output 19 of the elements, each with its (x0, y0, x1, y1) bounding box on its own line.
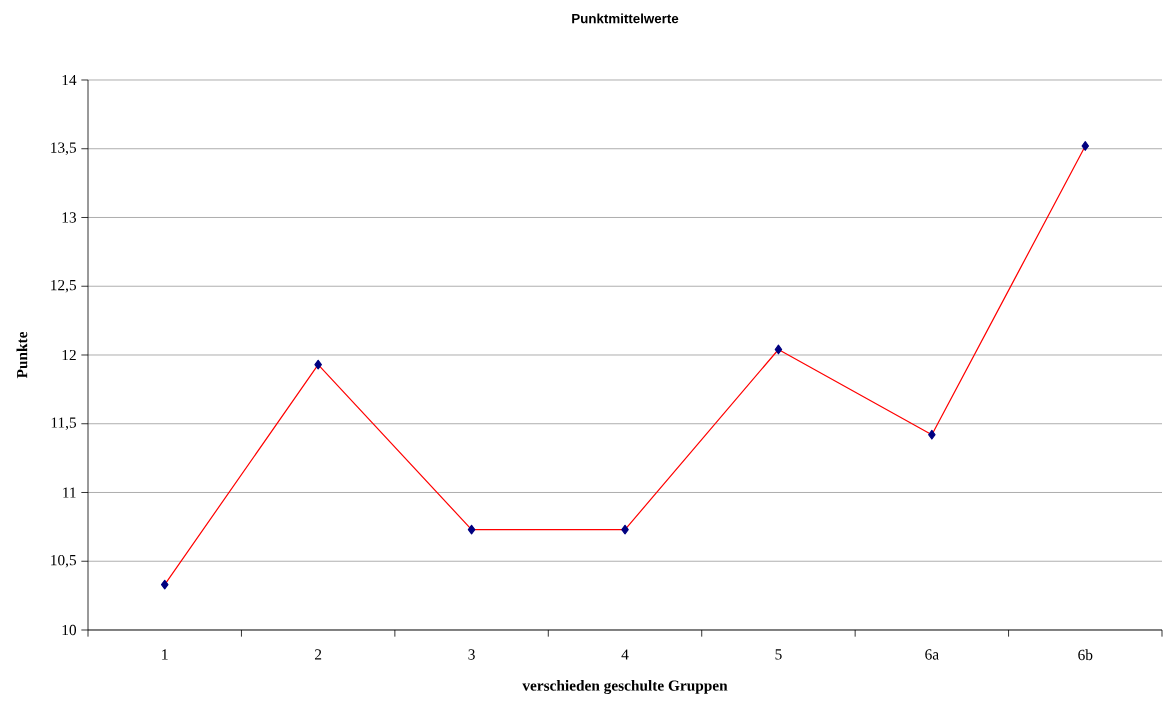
y-tick-label: 14 (62, 74, 77, 86)
y-axis-title: Punkte (16, 331, 28, 379)
x-tick-label: 4 (621, 649, 629, 660)
x-tick-label: 6b (1078, 649, 1093, 661)
x-axis-title: verschieden geschulte Gruppen (522, 679, 728, 694)
x-tick-label: 5 (775, 649, 782, 660)
x-tick-label: 2 (314, 649, 322, 660)
y-tick-label: 12,5 (51, 279, 77, 293)
y-tick-label: 12 (62, 349, 76, 361)
y-tick-label: 11 (63, 487, 76, 498)
y-tick-label: 10 (62, 624, 77, 636)
x-tick-label: 3 (468, 649, 475, 660)
y-tick-label: 13 (62, 212, 77, 223)
y-tick-label: 11,5 (51, 417, 77, 430)
y-tick-label: 13,5 (51, 142, 77, 155)
y-tick-label: 10,5 (51, 554, 77, 568)
x-tick-label: 6a (925, 649, 939, 660)
chart-title: Punktmittelwerte (572, 13, 679, 24)
x-tick-label: 1 (162, 649, 168, 660)
